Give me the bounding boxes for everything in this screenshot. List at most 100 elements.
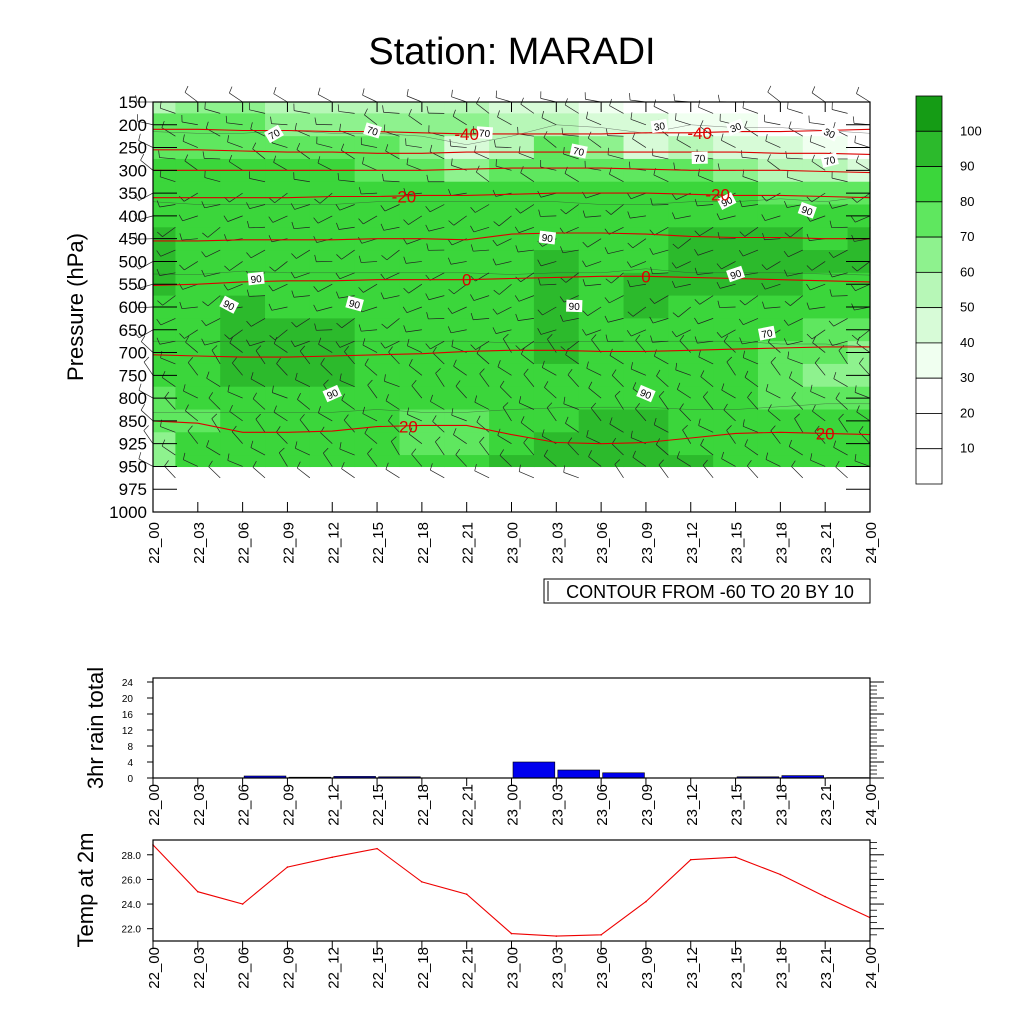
rh-cell (534, 341, 579, 364)
rh-cell (175, 410, 220, 433)
temperature-point (824, 896, 826, 898)
rh-cell (489, 432, 534, 455)
rh-cell (758, 205, 803, 228)
rain-y-tick-label: 8 (127, 742, 133, 753)
colorbar-label: 20 (960, 405, 974, 420)
wind-barb (541, 91, 557, 102)
rh-cell (220, 136, 265, 159)
wind-barb-flag (629, 93, 630, 100)
wind-barb-shaft (812, 93, 825, 102)
pressure-tick-label: 150 (119, 93, 147, 112)
time-tick-label: 24_00 (863, 522, 880, 564)
isotherm-label-text: -40 (454, 125, 479, 144)
rain-x-tick-label: 22_18 (415, 784, 432, 826)
rh-cell (265, 205, 310, 228)
wind-barb (585, 92, 601, 102)
isotherm-label-text: 20 (399, 418, 418, 437)
wind-barb-shaft (856, 94, 870, 102)
rain-x-tick-label: 22_15 (370, 784, 387, 826)
isotherm-label-text: 0 (641, 267, 650, 286)
rh-cell (265, 455, 310, 467)
rh-label-text: 70 (479, 128, 491, 140)
rain-axis-label: 3hr rain total (83, 667, 108, 789)
wind-barb-shaft (274, 94, 288, 102)
temperature-point (421, 881, 423, 883)
rain-x-tick-label: 22_00 (146, 784, 163, 826)
temp-x-tick-label: 23_06 (594, 947, 611, 989)
rh-cell (355, 387, 400, 410)
rh-cell (713, 432, 758, 455)
rh-cell (444, 296, 489, 319)
rh-cell (668, 273, 713, 296)
rh-cell (489, 227, 534, 250)
rh-cell (624, 136, 669, 159)
wind-barb-shaft (430, 470, 444, 478)
rh-contour-label: 30 (651, 119, 669, 134)
rh-cell (175, 227, 220, 250)
temperature-point (690, 859, 692, 861)
temperature-point (197, 891, 199, 893)
rh-cell (355, 341, 400, 364)
time-tick-label: 23_03 (549, 522, 566, 564)
rh-cell (265, 387, 310, 410)
temp-x-tick-label: 23_09 (639, 947, 656, 989)
pressure-tick-label: 700 (119, 344, 147, 363)
wind-barb-shaft (342, 469, 355, 478)
colorbar-label: 30 (960, 370, 974, 385)
wind-barb-shaft (229, 93, 242, 102)
wind-barb (718, 95, 735, 102)
rh-cell (668, 250, 713, 273)
temp-x-tick-label: 23_21 (818, 947, 835, 989)
rh-cell (489, 341, 534, 364)
pressure-tick-label: 300 (119, 161, 147, 180)
rh-cell (355, 318, 400, 341)
rh-cell (310, 455, 355, 467)
temp-x-tick-label: 24_00 (863, 947, 880, 989)
rh-cell (175, 182, 220, 205)
colorbar-box (916, 131, 942, 166)
rh-cell (175, 296, 220, 319)
rh-cell (265, 410, 310, 433)
colorbar-label: 90 (960, 159, 974, 174)
wind-barb-shaft (253, 467, 265, 477)
rh-cell (534, 432, 579, 455)
rh-cell (579, 455, 624, 467)
pressure-tick-label: 600 (119, 298, 147, 317)
wind-barb-shaft (791, 467, 802, 478)
rh-cell (175, 455, 220, 467)
rain-x-tick-label: 22_12 (325, 784, 342, 826)
wind-barb-shaft (475, 471, 489, 478)
rh-cell (758, 273, 803, 296)
time-tick-label: 22_06 (236, 522, 253, 564)
wind-barb-flag (768, 86, 771, 92)
temp-x-tick-label: 23_18 (773, 947, 790, 989)
rh-cell (175, 205, 220, 228)
rh-cell (220, 387, 265, 410)
wind-barb (674, 94, 691, 102)
rh-cell (220, 227, 265, 250)
rain-y-tick-label: 20 (122, 694, 134, 705)
wind-barb-flag (274, 87, 276, 94)
temp-x-tick-label: 22_09 (280, 947, 297, 989)
rh-cell (579, 387, 624, 410)
temp-x-tick-label: 22_06 (236, 947, 253, 989)
rain-x-tick-label: 22_06 (236, 784, 253, 826)
rh-cell (355, 410, 400, 433)
wind-barb-shaft (209, 467, 221, 478)
rh-cell (399, 250, 444, 273)
temp-x-tick-label: 23_03 (549, 947, 566, 989)
rh-cell (175, 387, 220, 410)
rh-cell (579, 250, 624, 273)
rh-cell (668, 364, 713, 387)
wind-barb (768, 86, 781, 102)
time-tick-label: 23_09 (639, 522, 656, 564)
temp-y-axis: 28.026.024.022.0 (122, 842, 884, 935)
rain-bar (513, 762, 555, 778)
wind-barb (856, 87, 870, 102)
rain-x-tick-label: 22_09 (280, 784, 297, 826)
rh-cell (489, 113, 534, 136)
rh-cell (668, 296, 713, 319)
rh-cell (310, 205, 355, 228)
